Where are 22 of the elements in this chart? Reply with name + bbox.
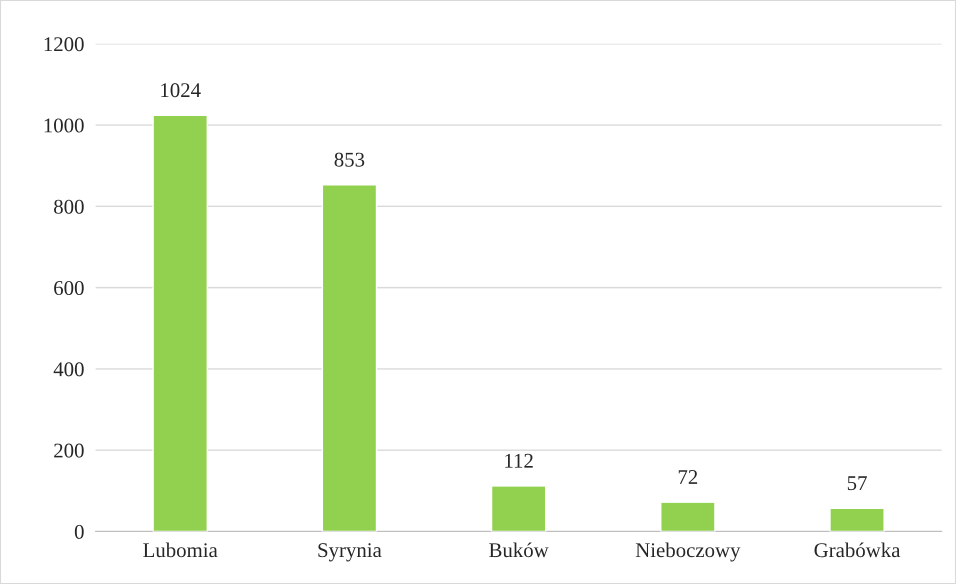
- data-label: 112: [505, 454, 533, 468]
- bar: [322, 184, 378, 532]
- y-tick-label: 1200: [44, 37, 84, 52]
- bar: [660, 501, 716, 532]
- y-tick-label: 600: [54, 280, 84, 296]
- data-label: 853: [334, 152, 364, 167]
- x-tick-label: Nieboczowy: [636, 542, 740, 562]
- x-tick-label: Grabówka: [814, 542, 900, 558]
- x-tick-label: Buków: [489, 542, 549, 558]
- data-label: 1024: [161, 83, 201, 98]
- bar: [152, 114, 208, 532]
- y-tick-label: 0: [74, 524, 84, 539]
- bar: [490, 485, 546, 532]
- bar: [829, 508, 885, 532]
- data-label: 72: [678, 470, 698, 484]
- x-tick-label: Syrynia: [318, 543, 382, 562]
- y-tick-label: 200: [54, 444, 84, 458]
- x-tick-label: Lubomia: [143, 542, 218, 558]
- y-tick-label: 1000: [44, 118, 84, 133]
- y-tick-label: 800: [54, 200, 84, 214]
- y-tick-label: 400: [54, 362, 84, 376]
- data-label: 57: [848, 476, 867, 490]
